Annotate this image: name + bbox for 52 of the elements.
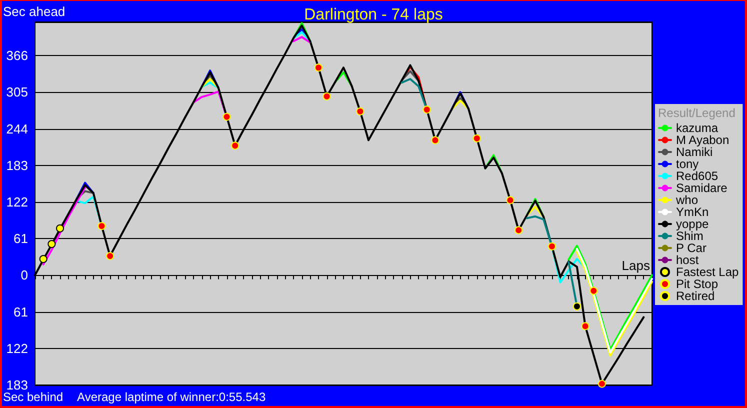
point (98, 222, 106, 230)
point (314, 64, 322, 72)
chart-title: Darlington - 74 laps (304, 6, 443, 24)
legend-label: YmKn (676, 205, 709, 219)
legend-label: Pit Stop (676, 277, 718, 291)
legend-label: yoppe (676, 217, 710, 231)
point (231, 142, 240, 150)
y-tick-label: 61 (14, 304, 28, 320)
point (39, 255, 48, 263)
point (56, 224, 64, 232)
point (590, 286, 598, 295)
point (514, 226, 523, 234)
line-series (576, 248, 653, 354)
y-tick-label: 305 (6, 84, 28, 100)
legend-label: who (675, 193, 698, 207)
legend-label: Red605 (676, 169, 718, 183)
y-tick-label: 122 (6, 194, 28, 210)
y-tick-label: 244 (6, 121, 28, 136)
legend-label: M Ayabon (676, 133, 730, 147)
point (431, 136, 440, 144)
legend-label: P Car (676, 241, 706, 255)
point (322, 92, 331, 100)
legend-label: kazuma (676, 121, 718, 135)
legend-title: Result/Legend (658, 106, 736, 120)
point (106, 252, 114, 260)
point (572, 302, 581, 310)
legend-label: Retired (676, 289, 715, 303)
point (506, 196, 514, 204)
y-tick-label: 0 (20, 268, 28, 283)
y-tick-label: 366 (6, 48, 28, 64)
point (472, 134, 481, 142)
y-tick-label: 122 (6, 340, 28, 356)
text: Sec behind (3, 390, 64, 404)
legend-label: Samidare (676, 181, 728, 195)
legend-label: Namiki (676, 145, 713, 159)
text: Average laptime of winner:0:55.543 (77, 390, 266, 404)
point (598, 380, 606, 388)
legend-label: Fastest Lap (676, 265, 740, 279)
point (548, 242, 556, 250)
point (222, 112, 231, 121)
point (422, 106, 431, 114)
legend-label: Shim (676, 229, 704, 243)
y-tick-label: 61 (14, 231, 28, 246)
legend-label: host (676, 253, 700, 267)
legend-label: tony (676, 157, 699, 171)
y-tick-label: 183 (6, 158, 28, 173)
point (356, 107, 364, 116)
x-axis-title: Laps (622, 258, 650, 274)
point (48, 240, 56, 248)
y-axis-title: Sec ahead (3, 4, 66, 19)
point (581, 322, 590, 330)
y-tick-label: 183 (6, 378, 28, 392)
